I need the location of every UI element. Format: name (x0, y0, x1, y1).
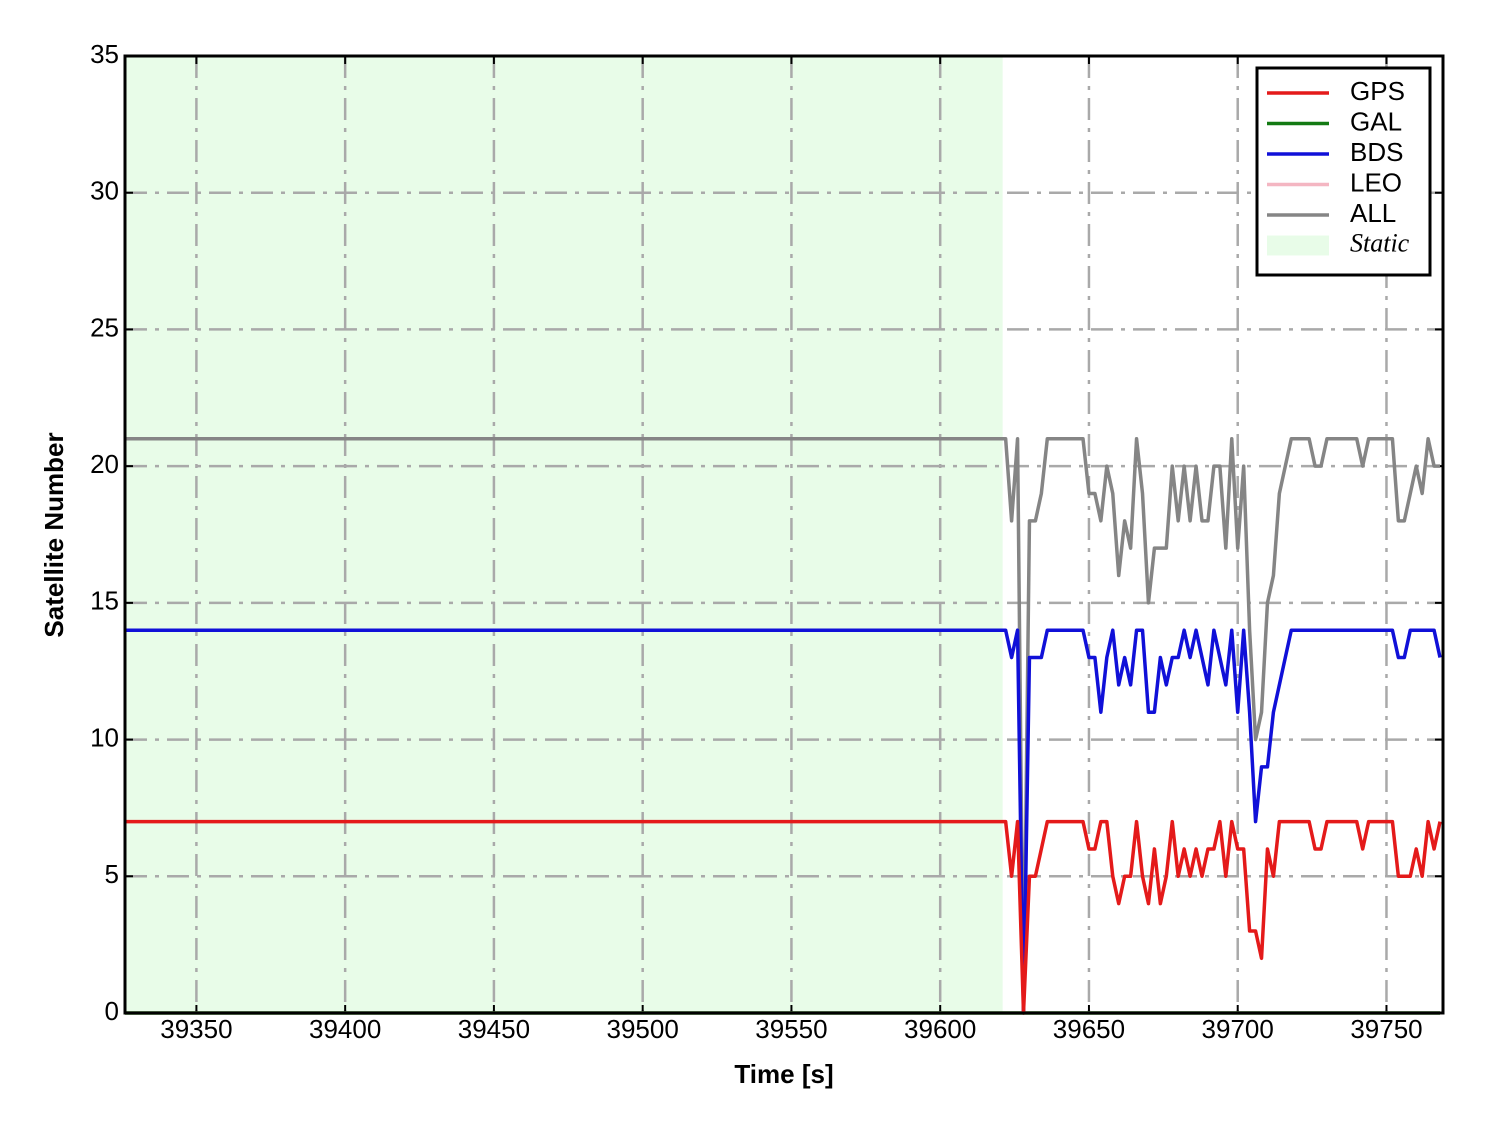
y-tick-label: 35 (90, 39, 119, 69)
legend-label: BDS (1350, 137, 1403, 167)
x-tick-label: 39350 (160, 1014, 232, 1044)
x-tick-label: 39450 (458, 1014, 530, 1044)
x-tick-label: 39400 (309, 1014, 381, 1044)
y-tick-label: 5 (105, 859, 119, 889)
series-line (125, 437, 1441, 1015)
series-line (125, 628, 1442, 1015)
legend-label: ALL (1350, 198, 1396, 228)
y-tick-label: 10 (90, 722, 119, 752)
legend-swatch (1267, 235, 1329, 256)
x-tick-label: 39550 (755, 1014, 827, 1044)
y-tick-label: 15 (90, 586, 119, 616)
y-tick-label: 0 (105, 996, 119, 1026)
static-region (125, 56, 1003, 1013)
y-tick-label: 20 (90, 449, 119, 479)
y-tick-label: 25 (90, 312, 119, 342)
series-line (125, 819, 1442, 1015)
x-tick-label: 39600 (904, 1014, 976, 1044)
x-tick-label: 39500 (607, 1014, 679, 1044)
x-tick-label: 39750 (1350, 1014, 1422, 1044)
legend-label: GPS (1350, 76, 1405, 106)
plot-frame (123, 54, 1445, 1015)
x-tick-label: 39700 (1202, 1014, 1274, 1044)
x-axis-label: Time [s] (734, 1059, 833, 1089)
legend-label: LEO (1350, 167, 1402, 197)
legend-label: GAL (1350, 106, 1402, 136)
legend-label: Static (1350, 228, 1410, 257)
y-axis-label: Satellite Number (39, 432, 69, 637)
y-tick-label: 30 (90, 176, 119, 206)
x-tick-label: 39650 (1053, 1014, 1125, 1044)
